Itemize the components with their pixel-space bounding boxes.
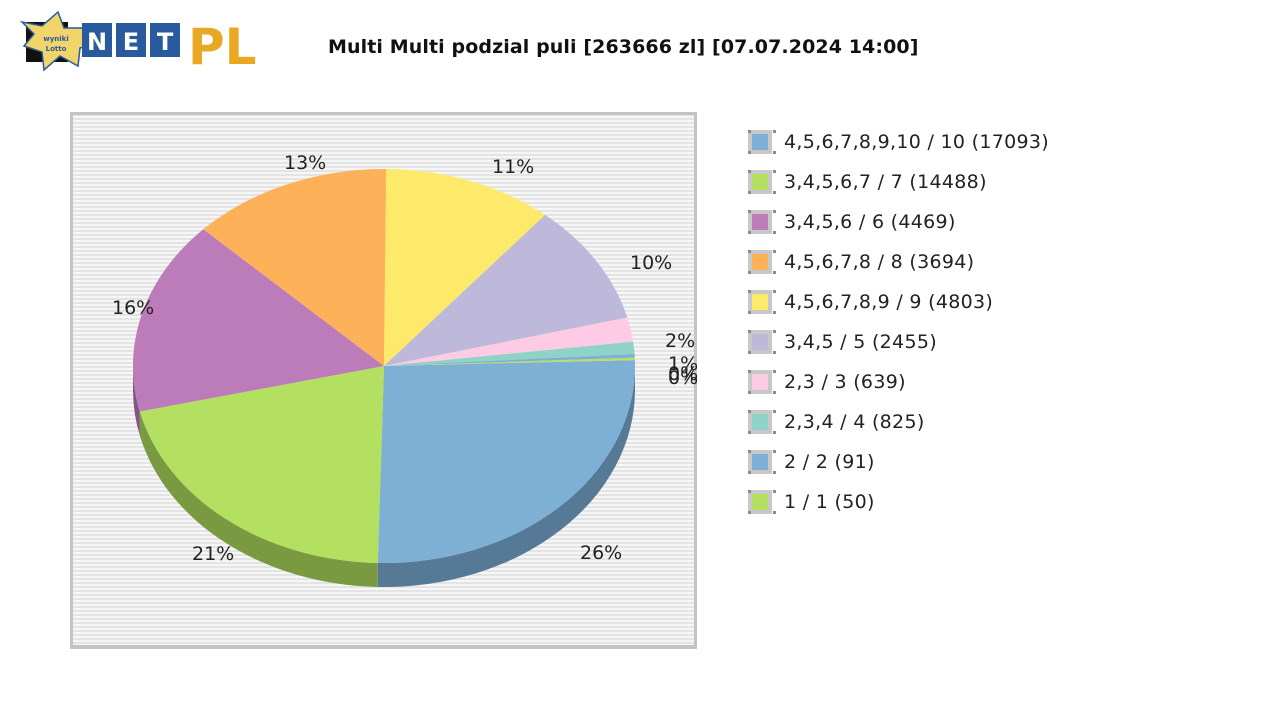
legend-label: 3,4,5 / 5 (2455) xyxy=(784,331,937,353)
chart-legend: 4,5,6,7,8,9,10 / 10 (17093) 3,4,5,6,7 / … xyxy=(748,122,1049,522)
legend-swatch xyxy=(748,410,772,434)
logo-star-text-1: wyniki xyxy=(43,35,68,43)
pie-slice xyxy=(384,357,635,366)
pie-slice xyxy=(384,169,546,366)
legend-swatch xyxy=(748,210,772,234)
legend-swatch xyxy=(748,130,772,154)
legend-item: 1 / 1 (50) xyxy=(748,482,1049,522)
pie-slice-side xyxy=(377,366,635,587)
pie-percent-label: 0% xyxy=(668,367,697,389)
pie-percent-label: 2% xyxy=(665,330,695,352)
legend-label: 1 / 1 (50) xyxy=(784,491,875,513)
pie-slice-side xyxy=(133,366,140,436)
pie-chart-area: 26% 21% 16% 13% 11% 10% 2% 1% 0% 0% xyxy=(70,112,698,649)
legend-item: 4,5,6,7,8,9 / 9 (4803) xyxy=(748,282,1049,322)
pie-slice xyxy=(139,366,384,563)
pie-chart: 26% 21% 16% 13% 11% 10% 2%1%0%0% xyxy=(70,112,698,649)
legend-swatch xyxy=(748,170,772,194)
chart-title: Multi Multi podzial puli [263666 zl] [07… xyxy=(328,36,919,58)
logo-star-text-2: Lotto xyxy=(46,45,67,53)
legend-item: 4,5,6,7,8 / 8 (3694) xyxy=(748,242,1049,282)
frame-bottom-border xyxy=(70,645,697,649)
legend-label: 4,5,6,7,8,9,10 / 10 (17093) xyxy=(784,131,1050,153)
frame-top-border xyxy=(70,112,697,115)
legend-label: 4,5,6,7,8,9 / 9 (4803) xyxy=(784,291,994,313)
logo-pl: PL xyxy=(188,18,257,72)
pie-slice xyxy=(384,214,628,366)
pie-percent-label: 26% xyxy=(580,542,622,564)
legend-item: 4,5,6,7,8,9,10 / 10 (17093) xyxy=(748,122,1049,162)
pie-slice xyxy=(384,317,634,366)
pie-slice xyxy=(133,229,384,412)
legend-item: 2,3 / 3 (639) xyxy=(748,362,1049,402)
legend-swatch xyxy=(748,370,772,394)
legend-swatch xyxy=(748,250,772,274)
pie-slice xyxy=(377,360,635,563)
pie-slice xyxy=(203,169,387,366)
pie-percent-label: 0% xyxy=(668,363,697,385)
legend-swatch xyxy=(748,330,772,354)
legend-item: 3,4,5,6,7 / 7 (14488) xyxy=(748,162,1049,202)
pie-slice xyxy=(384,341,635,366)
legend-label: 2 / 2 (91) xyxy=(784,451,875,473)
pie-depth-layer xyxy=(133,366,635,587)
frame-left-border xyxy=(70,112,73,649)
legend-swatch xyxy=(748,450,772,474)
pie-slice xyxy=(384,353,635,366)
netpl-logo[interactable]: wyniki Lotto N E T PL xyxy=(19,10,265,76)
pie-labels-layer: 26% 21% 16% 13% 11% 10% 2%1%0%0% xyxy=(112,152,698,565)
logo-letter-n: N xyxy=(87,28,107,56)
pie-percent-label: 10% xyxy=(630,252,672,274)
legend-label: 3,4,5,6 / 6 (4469) xyxy=(784,211,956,233)
legend-label: 4,5,6,7,8 / 8 (3694) xyxy=(784,251,975,273)
legend-label: 2,3 / 3 (639) xyxy=(784,371,906,393)
logo-letter-t: T xyxy=(157,28,174,56)
legend-item: 3,4,5 / 5 (2455) xyxy=(748,322,1049,362)
pie-percent-label: 1% xyxy=(668,353,697,375)
pie-slice-side xyxy=(139,411,378,587)
legend-swatch xyxy=(748,290,772,314)
pie-percent-label: 21% xyxy=(192,543,234,565)
pie-percent-label: 13% xyxy=(284,152,326,174)
pie-percent-label: 11% xyxy=(492,156,534,178)
legend-item: 3,4,5,6 / 6 (4469) xyxy=(748,202,1049,242)
legend-item: 2 / 2 (91) xyxy=(748,442,1049,482)
legend-label: 3,4,5,6,7 / 7 (14488) xyxy=(784,171,987,193)
frame-right-border xyxy=(694,112,697,649)
pie-slices-layer xyxy=(133,169,635,563)
logo-letter-e: E xyxy=(123,28,139,56)
legend-label: 2,3,4 / 4 (825) xyxy=(784,411,925,433)
logo-graphic: wyniki Lotto N E T PL xyxy=(19,10,257,76)
legend-swatch xyxy=(748,490,772,514)
pie-percent-label: 16% xyxy=(112,297,154,319)
legend-item: 2,3,4 / 4 (825) xyxy=(748,402,1049,442)
